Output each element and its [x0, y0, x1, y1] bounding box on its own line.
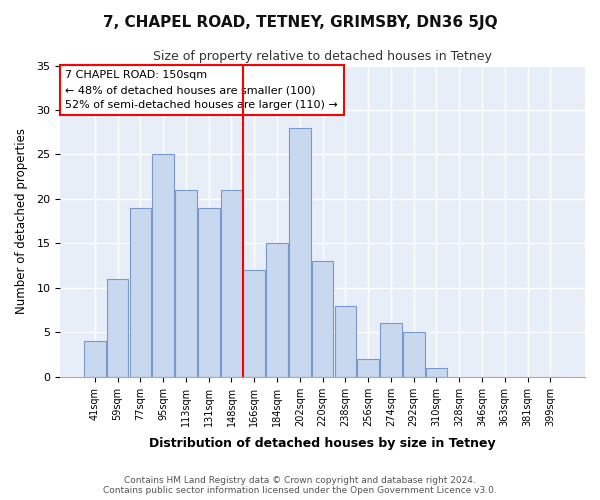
Bar — [289, 128, 311, 377]
Bar — [380, 324, 402, 377]
Text: Contains HM Land Registry data © Crown copyright and database right 2024.
Contai: Contains HM Land Registry data © Crown c… — [103, 476, 497, 495]
Bar — [403, 332, 425, 377]
Bar — [130, 208, 151, 377]
Bar — [221, 190, 242, 377]
Text: 7, CHAPEL ROAD, TETNEY, GRIMSBY, DN36 5JQ: 7, CHAPEL ROAD, TETNEY, GRIMSBY, DN36 5J… — [103, 15, 497, 30]
Bar — [244, 270, 265, 377]
Bar — [107, 279, 128, 377]
X-axis label: Distribution of detached houses by size in Tetney: Distribution of detached houses by size … — [149, 437, 496, 450]
Bar — [312, 261, 334, 377]
Bar — [358, 359, 379, 377]
Bar — [152, 154, 174, 377]
Bar — [335, 306, 356, 377]
Bar — [425, 368, 447, 377]
Title: Size of property relative to detached houses in Tetney: Size of property relative to detached ho… — [153, 50, 492, 63]
Bar — [198, 208, 220, 377]
Y-axis label: Number of detached properties: Number of detached properties — [15, 128, 28, 314]
Bar — [175, 190, 197, 377]
Bar — [84, 341, 106, 377]
Bar — [266, 244, 288, 377]
Text: 7 CHAPEL ROAD: 150sqm
← 48% of detached houses are smaller (100)
52% of semi-det: 7 CHAPEL ROAD: 150sqm ← 48% of detached … — [65, 70, 338, 110]
